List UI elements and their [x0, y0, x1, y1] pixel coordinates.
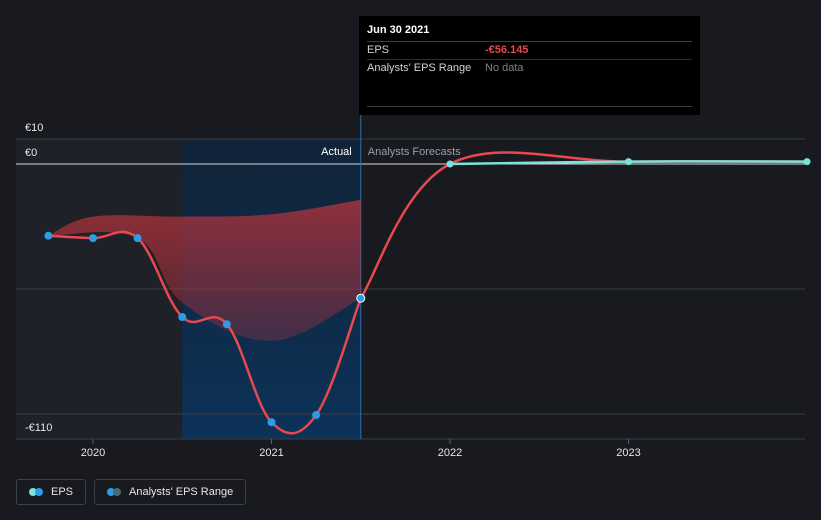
tooltip-range-key: Analysts' EPS Range: [367, 62, 472, 74]
x-tick-label: 2020: [81, 447, 105, 459]
eps-data-point: [133, 234, 142, 243]
eps-legend-icon: [29, 488, 43, 496]
eps-data-point: [312, 411, 321, 420]
eps-data-point: [267, 418, 276, 427]
tooltip-date: Jun 30 2021: [367, 24, 692, 42]
eps-data-point: [356, 293, 366, 303]
y-axis-ticks: €10 €0 -€110: [25, 122, 52, 434]
tooltip-row-eps: EPS -€56.145: [367, 42, 692, 60]
eps-data-point: [178, 313, 187, 322]
eps-data-point: [222, 320, 231, 329]
legend-analysts-range-button[interactable]: Analysts' EPS Range: [94, 479, 247, 505]
tooltip-range-value: No data: [485, 62, 524, 74]
x-axis-ticks: 2020 2021 2022 2023: [81, 439, 641, 459]
analysts-eps-range-band: [48, 199, 361, 341]
x-tick-label: 2023: [616, 447, 640, 459]
legend-range-label: Analysts' EPS Range: [129, 486, 234, 498]
eps-tooltip: Jun 30 2021 EPS -€56.145 Analysts' EPS R…: [359, 16, 700, 115]
chart-legend: EPS Analysts' EPS Range: [16, 479, 247, 505]
forecast-region-label: Analysts Forecasts: [368, 146, 461, 158]
gridlines: [16, 138, 805, 440]
eps-data-point: [89, 234, 97, 243]
y-tick-label: -€110: [25, 422, 52, 434]
range-legend-icon: [107, 488, 122, 496]
eps-data-point: [44, 231, 53, 240]
y-tick-label: €0: [25, 147, 37, 159]
legend-eps-label: EPS: [51, 486, 74, 498]
eps-forecast-flat-line: [449, 160, 808, 166]
tooltip-eps-value: -€56.145: [485, 44, 529, 56]
actual-region-label: Actual: [321, 146, 352, 158]
tooltip-row-range: Analysts' EPS Range No data: [367, 60, 692, 77]
eps-points: [44, 231, 366, 427]
tooltip-divider: [367, 106, 692, 107]
x-tick-label: 2022: [438, 447, 462, 459]
legend-eps-button[interactable]: EPS: [16, 479, 87, 505]
tooltip-eps-key: EPS: [367, 44, 390, 56]
x-tick-label: 2021: [259, 447, 283, 459]
eps-forecast-line: [359, 151, 808, 299]
y-tick-label: €10: [25, 122, 43, 134]
